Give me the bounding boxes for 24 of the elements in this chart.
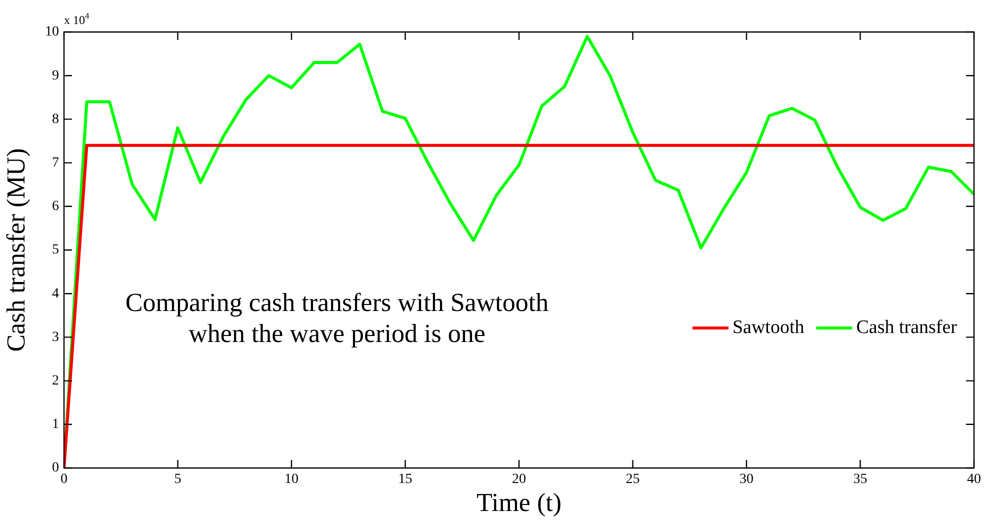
y-tick-label: 3: [52, 330, 59, 345]
y-tick-label: 7: [52, 155, 59, 170]
x-tick-label: 40: [967, 472, 981, 488]
x-tick-label: 20: [512, 472, 526, 488]
y-tick-label: 9: [52, 68, 59, 84]
y-tick-label: 4: [52, 286, 59, 302]
x-axis-title: Time (t): [476, 488, 562, 518]
y-tick-label: 6: [52, 199, 59, 214]
y-tick-label: 5: [52, 242, 59, 258]
y-tick-label: 2: [52, 373, 59, 388]
y-tick-label: 1: [52, 417, 59, 432]
y-axis-title: Cash transfer (MU): [1, 148, 30, 352]
annotation: Comparing cash transfers with Sawtooth when the wave period is one: [125, 288, 549, 348]
x-tick-label: 30: [740, 472, 754, 488]
legend-label: Sawtooth: [732, 316, 805, 338]
x-tick-label: 25: [626, 472, 640, 488]
x-tick-label: 5: [174, 472, 182, 488]
y-tick-label: 10: [45, 24, 59, 40]
y-tick-label: 0: [52, 460, 59, 476]
x-tick-label: 15: [398, 472, 412, 488]
y-tick-label: 8: [52, 112, 59, 127]
x-tick-label: 35: [853, 472, 868, 488]
legend-label: Cash transfer: [856, 316, 958, 338]
x-tick-label: 10: [284, 472, 298, 488]
